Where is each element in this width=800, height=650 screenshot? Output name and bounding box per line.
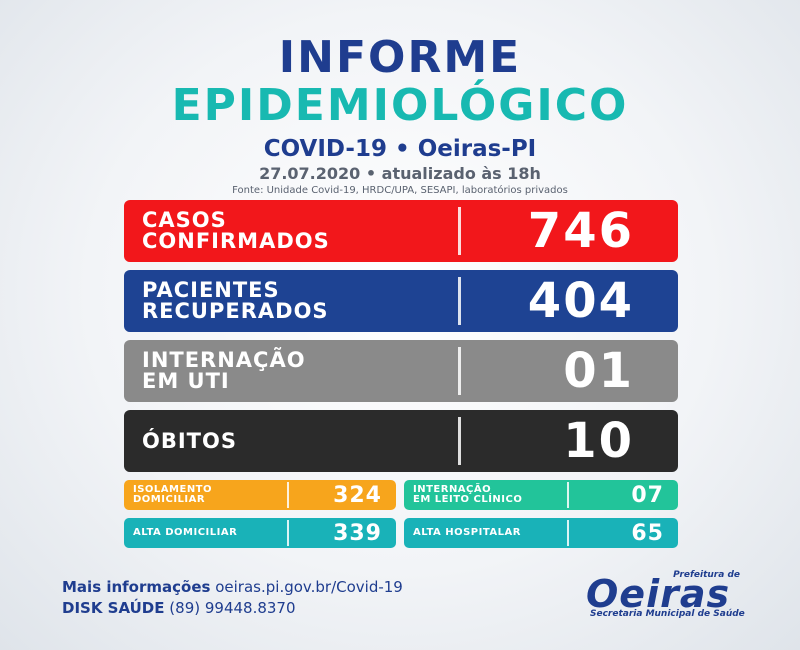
title-line1: INFORME: [278, 32, 522, 83]
disk-line: DISK SAÚDE (89) 99448.8370: [62, 598, 403, 619]
logo-name: Oeiras: [586, 572, 731, 616]
confirmed-cases-row: CASOS CONFIRMADOS 746: [124, 200, 678, 262]
recovered-patients-label: PACIENTES RECUPERADOS: [142, 278, 329, 323]
divider: [287, 520, 289, 546]
divider: [458, 347, 461, 395]
home-isolation-row: ISOLAMENTO DOMICILIAR 324: [124, 480, 396, 510]
recovered-patients-row: PACIENTES RECUPERADOS 404: [124, 270, 678, 332]
divider: [458, 417, 461, 465]
home-isolation-label: ISOLAMENTO DOMICILIAR: [133, 484, 213, 505]
home-discharge-row: ALTA DOMICILIAR 339: [124, 518, 396, 548]
recovered-patients-value: 404: [527, 273, 634, 329]
deaths-row: ÓBITOS 10: [124, 410, 678, 472]
clinical-bed-label: INTERNAÇÃO EM LEITO CLÍNICO: [413, 484, 523, 505]
clinical-bed-value: 07: [631, 482, 664, 508]
icu-admission-value: 01: [563, 343, 634, 399]
confirmed-cases-value: 746: [527, 203, 634, 259]
home-discharge-value: 339: [333, 520, 382, 546]
divider: [567, 520, 569, 546]
info-line: Mais informações oeiras.pi.gov.br/Covid-…: [62, 577, 403, 598]
logo-secretaria: Secretaria Municipal de Saúde: [590, 609, 745, 619]
logo-prefeitura: Prefeitura de: [673, 570, 740, 580]
footer: Mais informações oeiras.pi.gov.br/Covid-…: [62, 577, 403, 619]
disk-phone: (89) 99448.8370: [169, 599, 296, 617]
oeiras-logo: Prefeitura de Oeiras Secretaria Municipa…: [586, 566, 746, 626]
divider: [458, 277, 461, 325]
data-source: Fonte: Unidade Covid-19, HRDC/UPA, SESAP…: [232, 185, 568, 196]
deaths-value: 10: [563, 413, 634, 469]
info-url-link[interactable]: oeiras.pi.gov.br/Covid-19: [215, 578, 403, 596]
title-line2: EPIDEMIOLÓGICO: [171, 80, 629, 131]
divider: [567, 482, 569, 508]
header: INFORME EPIDEMIOLÓGICO COVID-19 • Oeiras…: [0, 28, 800, 197]
divider: [287, 482, 289, 508]
home-discharge-label: ALTA DOMICILIAR: [133, 527, 238, 538]
hospital-discharge-row: ALTA HOSPITALAR 65: [404, 518, 678, 548]
hospital-discharge-label: ALTA HOSPITALAR: [413, 527, 521, 538]
confirmed-cases-label: CASOS CONFIRMADOS: [142, 208, 330, 253]
info-label: Mais informações: [62, 578, 211, 596]
disk-label: DISK SAÚDE: [62, 599, 165, 617]
icu-admission-row: INTERNAÇÃO EM UTI 01: [124, 340, 678, 402]
hospital-discharge-value: 65: [631, 520, 664, 546]
icu-admission-label: INTERNAÇÃO EM UTI: [142, 348, 306, 393]
report-date: 27.07.2020 • atualizado às 18h: [259, 164, 541, 183]
clinical-bed-row: INTERNAÇÃO EM LEITO CLÍNICO 07: [404, 480, 678, 510]
home-isolation-value: 324: [333, 482, 382, 508]
deaths-label: ÓBITOS: [142, 428, 237, 453]
subtitle: COVID-19 • Oeiras-PI: [263, 136, 537, 162]
divider: [458, 207, 461, 255]
